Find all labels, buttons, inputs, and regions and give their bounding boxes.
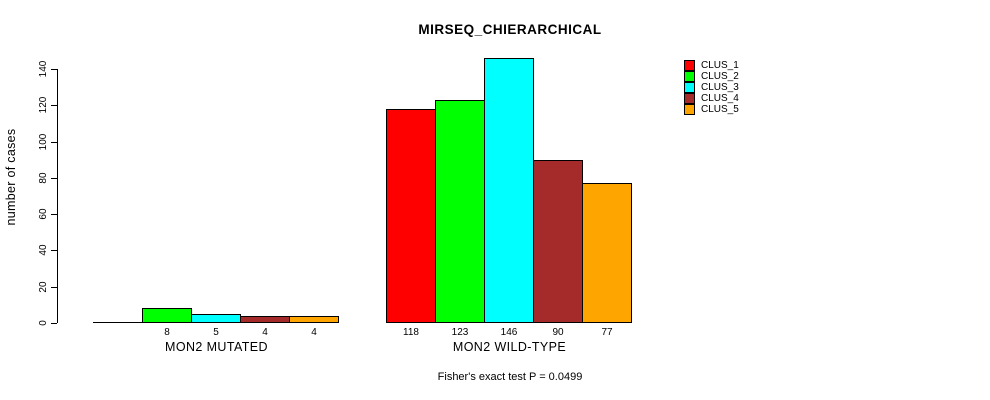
legend-label: CLUS_5 bbox=[701, 104, 739, 115]
legend-swatch-clus-3 bbox=[684, 82, 695, 93]
footer-text: Fisher's exact test P = 0.0499 bbox=[437, 371, 583, 383]
legend-label: CLUS_3 bbox=[701, 82, 739, 93]
legend-swatch-clus-1 bbox=[684, 60, 695, 71]
legend-label: CLUS_4 bbox=[701, 93, 739, 104]
y-tick-label: 100 bbox=[38, 133, 49, 151]
y-tick-mark bbox=[51, 105, 57, 106]
bar-value-label: 8 bbox=[164, 327, 170, 338]
y-tick-label: 120 bbox=[38, 96, 49, 114]
legend-item-clus-5: CLUS_5 bbox=[684, 104, 739, 115]
y-tick-label: 40 bbox=[38, 244, 49, 256]
bar-value-label: 146 bbox=[500, 327, 518, 338]
bar-clus-4-group-1 bbox=[533, 160, 583, 323]
bar-clus-2-group-0 bbox=[142, 308, 192, 323]
group-label-1: MON2 WILD-TYPE bbox=[452, 340, 567, 354]
y-tick-mark bbox=[51, 142, 57, 143]
bar-value-label: 118 bbox=[403, 327, 419, 338]
y-tick-mark bbox=[51, 323, 57, 324]
legend-item-clus-4: CLUS_4 bbox=[684, 93, 739, 104]
bar-value-label: 123 bbox=[451, 327, 469, 338]
bar-value-label: 4 bbox=[311, 327, 317, 338]
bar-value-label: 5 bbox=[213, 327, 219, 338]
y-tick-label: 80 bbox=[38, 172, 49, 184]
y-axis-label: number of cases bbox=[4, 128, 18, 226]
y-tick-mark bbox=[51, 250, 57, 251]
bar-clus-1-group-0 bbox=[93, 322, 143, 323]
bar-clus-5-group-1 bbox=[582, 183, 632, 323]
y-axis-line bbox=[57, 69, 58, 323]
legend-label: CLUS_1 bbox=[701, 60, 739, 71]
legend-item-clus-2: CLUS_2 bbox=[684, 71, 739, 82]
group-label-0: MON2 MUTATED bbox=[165, 340, 268, 354]
y-tick-mark bbox=[51, 287, 57, 288]
y-tick-label: 20 bbox=[38, 281, 49, 293]
y-tick-label: 60 bbox=[38, 208, 49, 220]
chart-title: MIRSEQ_CHIERARCHICAL bbox=[418, 22, 602, 37]
bar-clus-3-group-1 bbox=[484, 58, 534, 323]
bar-value-label: 90 bbox=[552, 327, 564, 338]
legend: CLUS_1 CLUS_2 CLUS_3 CLUS_4 CLUS_5 bbox=[684, 60, 739, 115]
legend-swatch-clus-4 bbox=[684, 93, 695, 104]
y-tick-mark bbox=[51, 214, 57, 215]
legend-swatch-clus-2 bbox=[684, 71, 695, 82]
bar-clus-3-group-0 bbox=[191, 314, 241, 323]
bar-clus-5-group-0 bbox=[289, 316, 339, 323]
bar-clus-1-group-1 bbox=[386, 109, 436, 323]
bar-value-label: 77 bbox=[601, 327, 613, 338]
legend-item-clus-1: CLUS_1 bbox=[684, 60, 739, 71]
y-tick-label: 140 bbox=[38, 60, 49, 78]
legend-swatch-clus-5 bbox=[684, 104, 695, 115]
y-tick-label: 0 bbox=[38, 320, 49, 326]
legend-item-clus-3: CLUS_3 bbox=[684, 82, 739, 93]
bar-value-label: 4 bbox=[262, 327, 268, 338]
bar-clus-4-group-0 bbox=[240, 316, 290, 323]
bar-clus-2-group-1 bbox=[435, 100, 485, 323]
legend-label: CLUS_2 bbox=[701, 71, 739, 82]
y-tick-mark bbox=[51, 69, 57, 70]
y-tick-mark bbox=[51, 178, 57, 179]
